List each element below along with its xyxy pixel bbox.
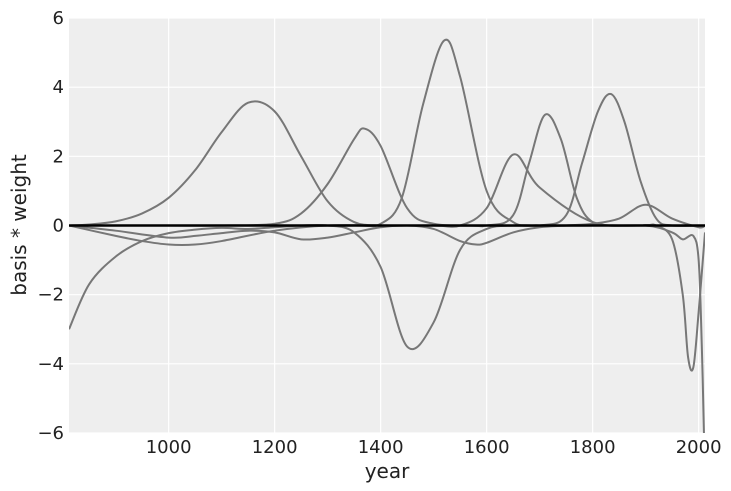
- x-tick-label: 2000: [676, 437, 722, 458]
- x-axis-label: year: [365, 459, 410, 483]
- y-tick-label: −6: [37, 423, 64, 444]
- x-tick-label: 1800: [570, 437, 616, 458]
- y-tick-label: 4: [53, 77, 64, 98]
- x-tick-label: 1600: [464, 437, 510, 458]
- x-tick-label: 1200: [252, 437, 298, 458]
- y-tick-label: 6: [53, 8, 64, 29]
- y-tick-label: 2: [53, 146, 64, 167]
- x-tick-labels: 1000 1200 1400 1600 1800 2000: [146, 437, 722, 458]
- x-tick-label: 1000: [146, 437, 192, 458]
- x-tick-label: 1400: [358, 437, 404, 458]
- basis-curve-5: [69, 203, 705, 246]
- y-axis-label: basis * weight: [7, 154, 31, 296]
- y-tick-label: −4: [37, 354, 64, 375]
- y-tick-labels: −6 −4 −2 0 2 4 6: [37, 8, 64, 444]
- y-tick-label: 0: [53, 216, 64, 237]
- y-tick-label: −2: [37, 285, 64, 306]
